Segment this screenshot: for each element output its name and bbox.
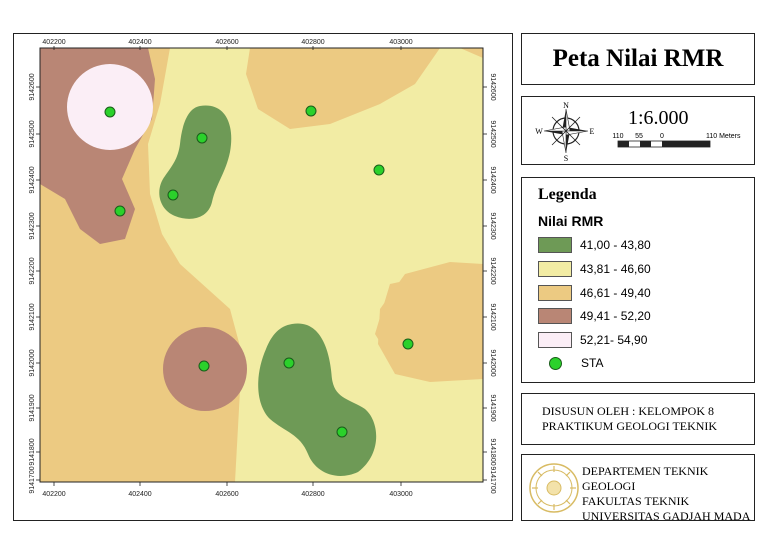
author-line: DISUSUN OLEH : KELOMPOK 8 [542,404,715,418]
x-tick-label: 402200 [42,491,65,498]
legend-swatch [538,332,572,348]
east-letter: E [590,127,594,136]
scale-label-1: 110 [612,133,623,140]
institution-text: DEPARTEMEN TEKNIK GEOLOGI FAKULTAS TEKNI… [582,464,754,524]
y-tick-label: 9142600 [489,73,496,100]
y-tick-label: 9141900 [489,394,496,421]
legend-label: 43,81 - 46,60 [580,262,651,276]
north-letter: N [563,101,569,110]
y-tick-label: 9142300 [489,212,496,239]
legend-item: 49,41 - 52,20 [538,307,651,325]
scale-panel: N S W E 1:6.000 110 55 0 110 Meters [521,96,755,165]
y-tick-label: 9142300 [29,212,36,239]
zone-41-43-north [159,105,232,219]
map-canvas: 402200 402200 402400 402400 402600 402600 4028… [14,34,512,520]
north-arrow-icon: N S W E [535,101,594,163]
legend-item: 46,61 - 49,40 [538,284,651,302]
y-tick-label: 9141800 [489,438,496,465]
x-tick-label: 403000 [389,39,412,46]
scale-bar: 110 55 0 110 Meters [612,133,741,148]
y-tick-label: 9142400 [29,166,36,193]
station-point [305,105,317,117]
scale-ratio: 1:6.000 [628,107,689,129]
legend-label: 49,41 - 52,20 [580,309,651,323]
y-tick-label: 9141900 [29,394,36,421]
x-tick-label: 403000 [389,491,412,498]
legend-swatch [538,261,572,277]
legend-item: 52,21- 54,90 [538,331,647,349]
title-panel: Peta Nilai RMR [521,33,755,85]
y-tick-label: 9142000 [29,349,36,376]
west-letter: W [535,127,543,136]
x-tick-label: 402800 [301,491,324,498]
legend-item: STA [538,354,603,372]
station-point [167,189,179,201]
x-tick-label: 402600 [215,491,238,498]
legend-swatch [538,285,572,301]
x-tick-label: 402200 [42,39,65,46]
x-tick-label: 402400 [128,39,151,46]
zone-46-49-north [246,48,440,129]
station-point [198,360,210,372]
scale-label-4: 110 Meters [706,133,741,140]
y-tick-label: 9141700 [29,466,36,493]
institution-panel: DEPARTEMEN TEKNIK GEOLOGI FAKULTAS TEKNI… [521,454,755,524]
institution-line: FAKULTAS TEKNIK [582,494,690,508]
y-tick-label: 9142100 [489,303,496,330]
y-tick-label: 9142500 [29,120,36,147]
station-point [283,357,295,369]
station-point [104,106,116,118]
legend-label: 46,61 - 49,40 [580,286,651,300]
institution-line: DEPARTEMEN TEKNIK GEOLOGI [582,464,709,493]
legend-swatch [538,237,572,253]
station-point [373,164,385,176]
station-point [336,426,348,438]
y-tick-label: 9142400 [489,166,496,193]
institution-line: UNIVERSITAS GADJAH MADA [582,509,751,523]
map-title: Peta Nilai RMR [552,45,724,72]
legend-swatch [538,308,572,324]
scale-label-2: 55 [635,133,643,140]
author-line: PRAKTIKUM GEOLOGI TEKNIK [542,419,718,433]
y-tick-label: 9141800 [29,438,36,465]
y-tick-label: 9142200 [489,257,496,284]
y-tick-label: 9142100 [29,303,36,330]
legend-label: 41,00 - 43,80 [580,238,651,252]
legend-title: Legenda [538,186,597,203]
map-frame: 402200 402200 402400 402400 402600 402600 4028… [13,33,513,521]
legend-subtitle: Nilai RMR [538,213,604,229]
x-tick-label: 402400 [128,491,151,498]
tick-label-group: 402200 402200 402400 402400 402600 402600 4028… [29,39,496,498]
university-seal-icon [529,463,579,513]
legend-item: 43,81 - 46,60 [538,260,651,278]
station-symbol-icon [549,356,562,370]
station-point [402,338,414,350]
y-tick-label: 9141700 [489,466,496,493]
station-point [114,205,126,217]
y-tick-label: 9142000 [489,349,496,376]
map-inner-border [39,47,484,483]
station-group [104,105,414,438]
legend-panel: Legenda Nilai RMR 41,00 - 43,80 43,81 - … [521,177,755,383]
legend-label: 52,21- 54,90 [580,333,648,347]
author-panel: DISUSUN OLEH : KELOMPOK 8 PRAKTIKUM GEOL… [521,393,755,445]
legend-item: 41,00 - 43,80 [538,236,651,254]
legend-point-label: STA [581,356,604,370]
y-tick-label: 9142500 [489,120,496,147]
y-tick-label: 9142600 [29,73,36,100]
station-point [196,132,208,144]
y-tick-label: 9142200 [29,257,36,284]
x-tick-label: 402600 [215,39,238,46]
scale-label-3: 0 [660,133,664,140]
x-tick-label: 402800 [301,39,324,46]
zone-46-49-east [378,262,483,382]
south-letter: S [564,154,568,163]
